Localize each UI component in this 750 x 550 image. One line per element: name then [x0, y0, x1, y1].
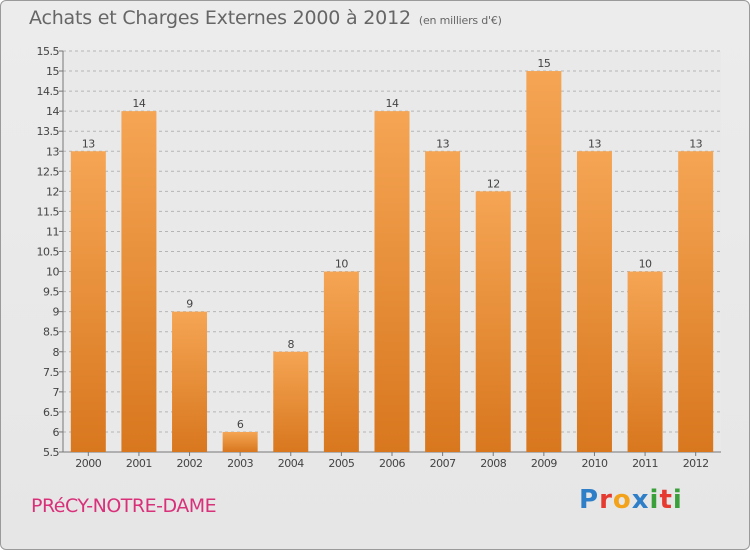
commune-name: PRéCY-NOTRE-DAME — [31, 495, 217, 517]
bar — [576, 151, 612, 452]
y-tick-label: 6 — [53, 426, 60, 439]
chart-title-block: Achats et Charges Externes 2000 à 2012 (e… — [29, 7, 502, 29]
x-tick-label: 2005 — [328, 457, 354, 470]
logo-letter: P — [579, 485, 600, 515]
data-label: 6 — [237, 418, 244, 431]
y-tick-label: 13 — [46, 145, 59, 158]
data-label: 12 — [487, 177, 500, 190]
bar — [374, 111, 410, 453]
data-label: 14 — [386, 97, 399, 110]
logo-letter: t — [659, 485, 673, 515]
x-tick-label: 2007 — [430, 457, 456, 470]
data-label: 13 — [436, 137, 449, 150]
chart-subtitle: (en milliers d'€) — [418, 14, 502, 27]
data-label: 10 — [335, 258, 348, 271]
bar — [627, 271, 663, 452]
proxiti-logo[interactable]: Proxiti — [579, 485, 683, 515]
bar — [475, 191, 511, 452]
bar — [121, 111, 157, 453]
y-tick-label: 9.5 — [43, 286, 59, 299]
y-tick-label: 14 — [46, 105, 59, 118]
x-tick-label: 2008 — [480, 457, 506, 470]
data-label: 9 — [186, 298, 193, 311]
x-tick-label: 2000 — [75, 457, 101, 470]
y-tick-label: 7 — [53, 386, 60, 399]
data-label: 14 — [132, 97, 145, 110]
logo-letter: r — [599, 485, 613, 515]
y-tick-label: 6.5 — [43, 406, 59, 419]
y-tick-label: 12.5 — [37, 165, 60, 178]
bar — [425, 151, 461, 452]
data-label: 8 — [288, 338, 295, 351]
y-tick-label: 15 — [46, 65, 59, 78]
bar — [678, 151, 714, 452]
y-tick-label: 8.5 — [43, 326, 59, 339]
y-tick-label: 8 — [53, 346, 60, 359]
bar — [222, 431, 258, 452]
x-tick-label: 2010 — [581, 457, 607, 470]
x-tick-label: 2006 — [379, 457, 405, 470]
x-tick-label: 2004 — [278, 457, 304, 470]
data-label: 10 — [639, 258, 652, 271]
y-tick-label: 5.5 — [43, 446, 59, 459]
bar — [172, 311, 208, 452]
y-tick-label: 11.5 — [37, 205, 60, 218]
y-tick-label: 10 — [46, 266, 59, 279]
logo-letter: x — [631, 485, 650, 515]
y-tick-label: 13.5 — [37, 125, 60, 138]
bar — [323, 271, 359, 452]
logo-letter: i — [672, 485, 683, 515]
data-label: 15 — [537, 57, 550, 70]
bar — [526, 71, 562, 453]
x-tick-label: 2002 — [177, 457, 203, 470]
y-tick-label: 7.5 — [43, 366, 59, 379]
data-label: 13 — [82, 137, 95, 150]
data-label: 13 — [588, 137, 601, 150]
chart-title: Achats et Charges Externes 2000 à 2012 — [29, 7, 411, 29]
x-tick-label: 2011 — [632, 457, 658, 470]
y-tick-label: 14.5 — [37, 85, 60, 98]
x-tick-label: 2012 — [683, 457, 709, 470]
y-tick-label: 11 — [46, 225, 59, 238]
y-tick-label: 10.5 — [37, 246, 60, 259]
logo-letter: i — [649, 485, 660, 515]
y-tick-label: 12 — [46, 185, 59, 198]
x-tick-label: 2009 — [531, 457, 557, 470]
x-tick-label: 2001 — [126, 457, 152, 470]
y-tick-label: 15.5 — [37, 45, 60, 58]
data-label: 13 — [689, 137, 702, 150]
logo-letter: o — [612, 485, 632, 515]
bar — [70, 151, 106, 452]
x-tick-label: 2003 — [227, 457, 253, 470]
y-tick-label: 9 — [53, 306, 60, 319]
bar — [273, 351, 309, 452]
